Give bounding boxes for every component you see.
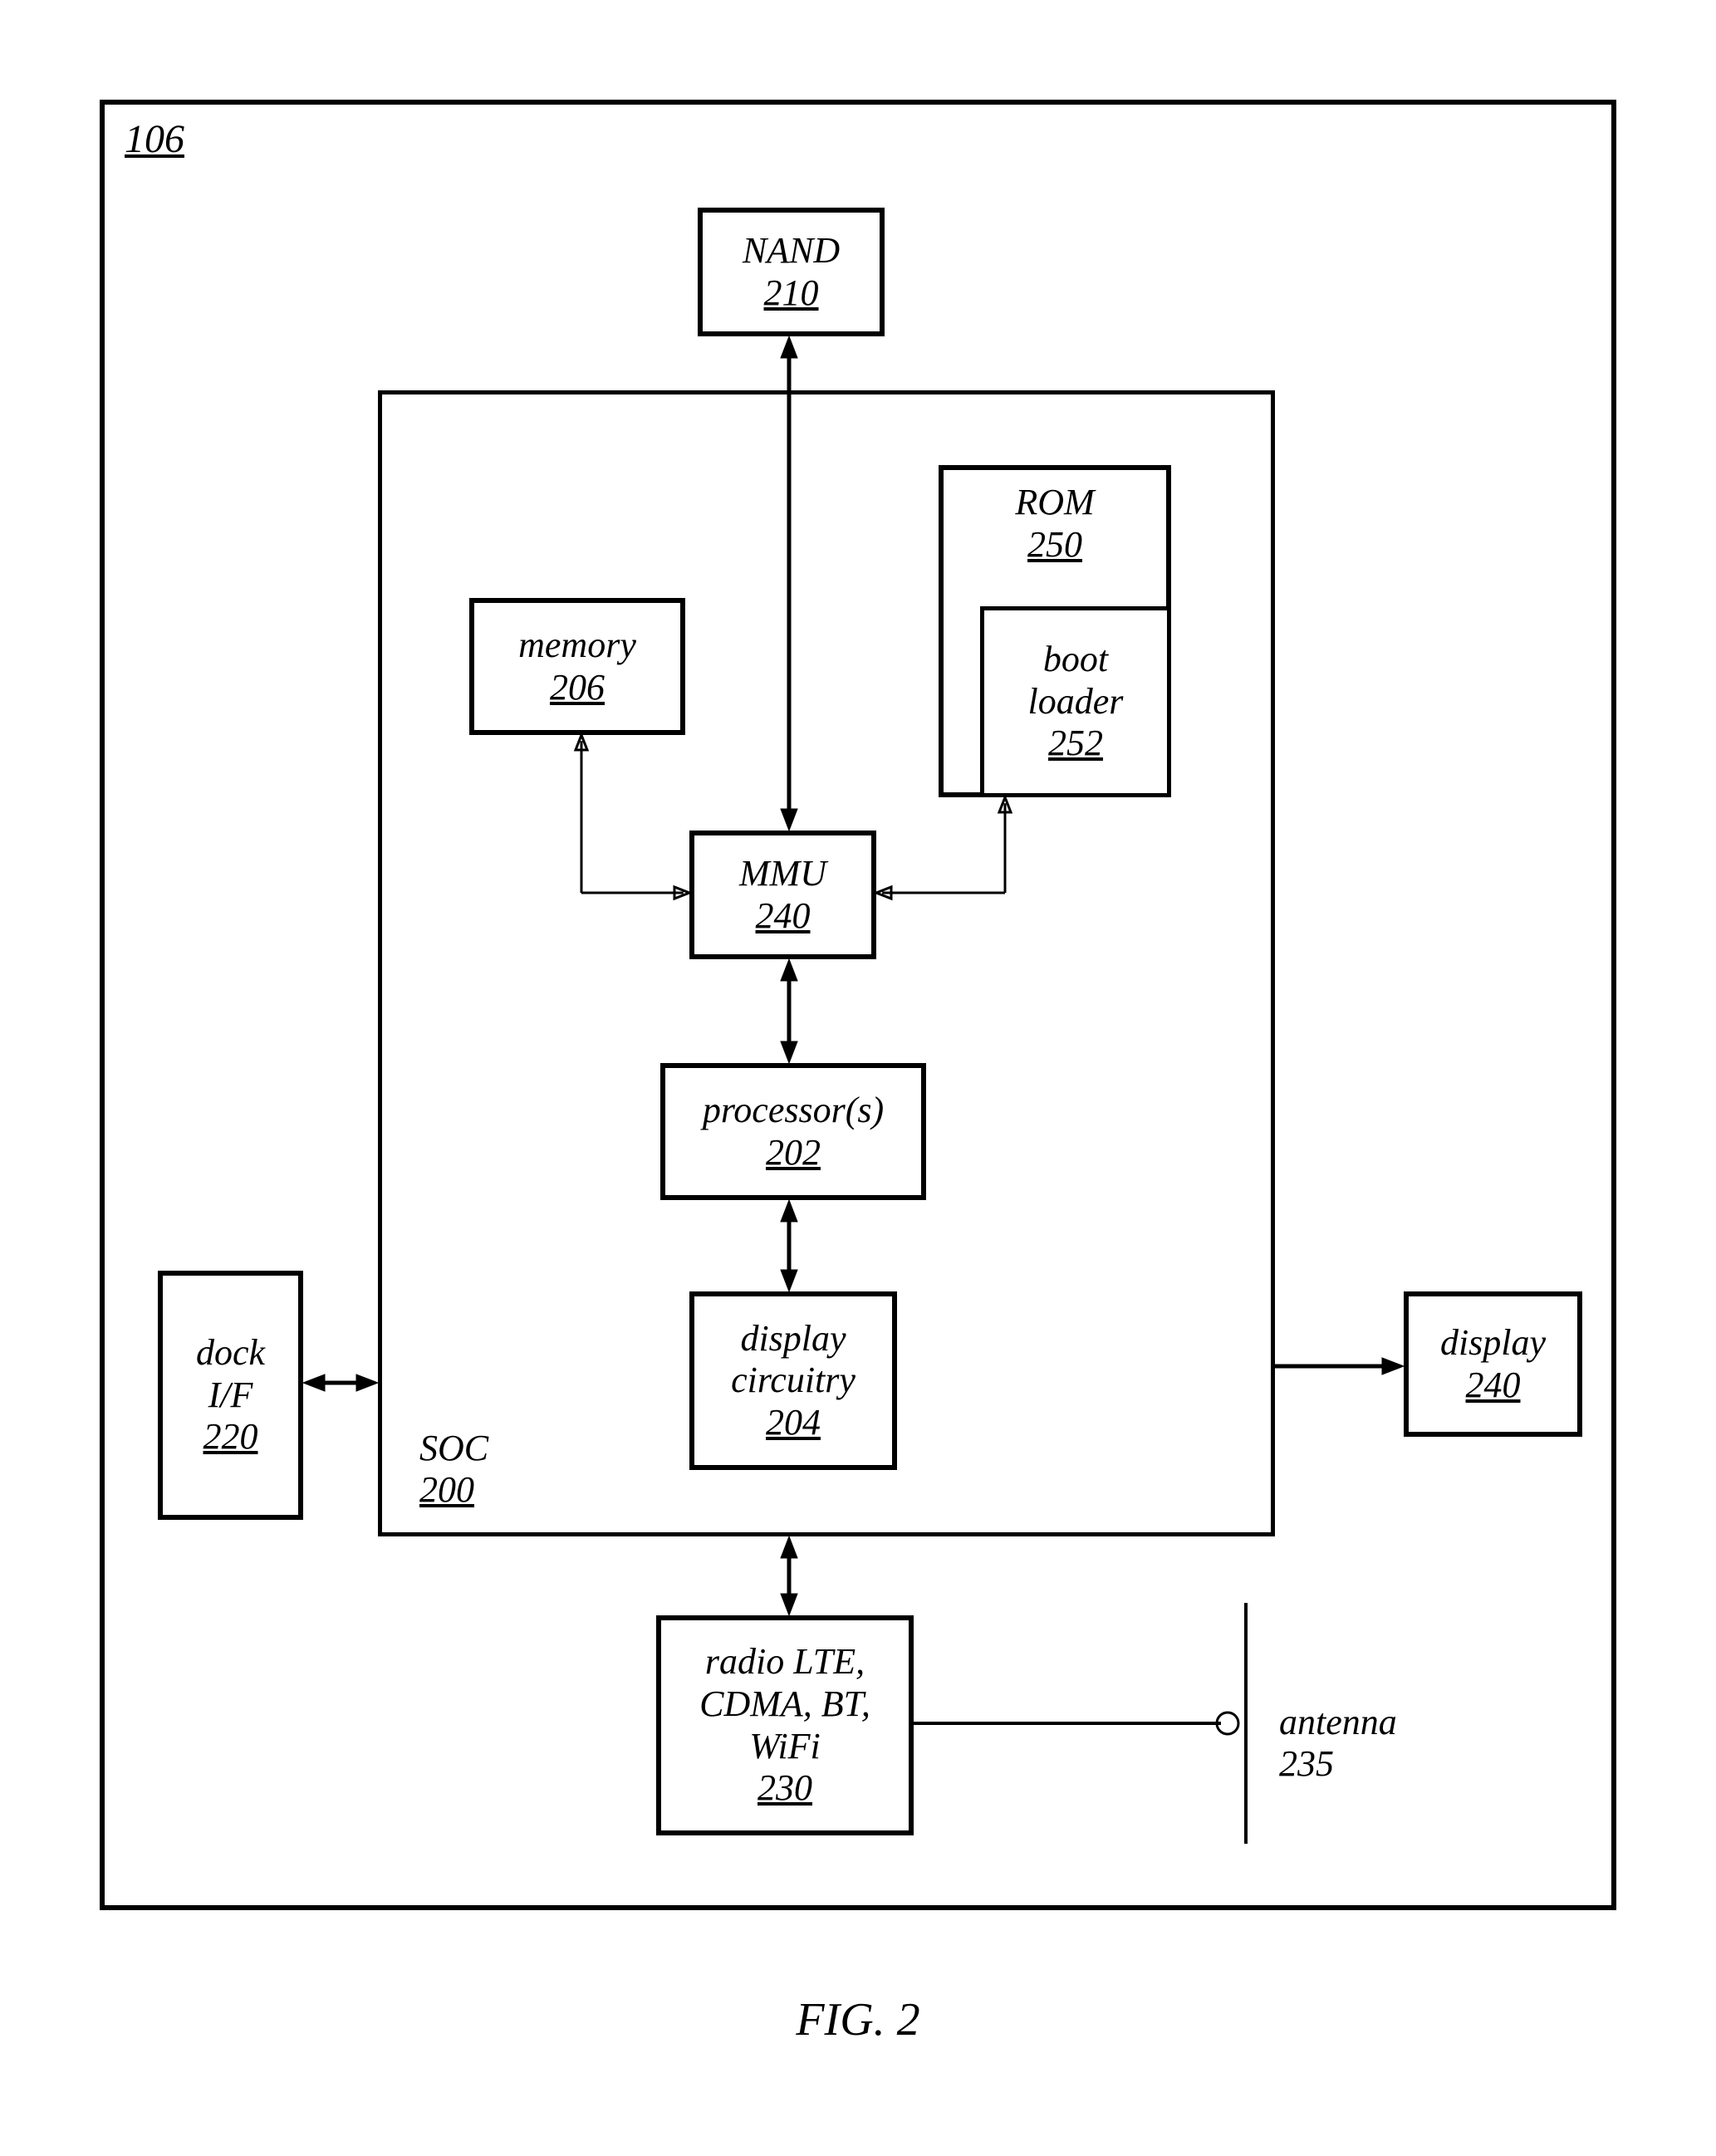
boot-loader-num: 252 [980, 723, 1171, 765]
display-box-num: 240 [1404, 1365, 1582, 1407]
nand-box-num: 210 [698, 272, 885, 315]
diagram-stage: NAND210memory206MMU240processor(s)202dis… [0, 0, 1716, 2156]
figure-caption: FIG. 2 [0, 1993, 1716, 2046]
processor-box-label: processor(s) [660, 1090, 926, 1132]
mmu-box-label: MMU [689, 853, 876, 895]
display-circuitry-box-label: circuitry [689, 1360, 897, 1402]
boot-loader-label: boot [980, 639, 1171, 681]
soc-num: 200 [419, 1469, 586, 1512]
antenna-label: antenna [1279, 1702, 1397, 1744]
nand-box-label: NAND [698, 230, 885, 272]
mmu-box-num: 240 [689, 895, 876, 938]
dock-if-box-num: 220 [158, 1416, 303, 1458]
processor-box-num: 202 [660, 1132, 926, 1174]
soc-label: SOC [419, 1428, 586, 1470]
radio-box-label: WiFi [656, 1726, 914, 1768]
memory-box-num: 206 [469, 667, 685, 709]
antenna-num: 235 [1279, 1743, 1334, 1786]
memory-box-label: memory [469, 625, 685, 667]
dock-if-box-label: I/F [158, 1374, 303, 1417]
radio-box-label: radio LTE, [656, 1641, 914, 1683]
radio-box-label: CDMA, BT, [656, 1683, 914, 1726]
frame-label: 106 [125, 116, 184, 162]
display-box-label: display [1404, 1322, 1582, 1365]
boot-loader-label: loader [980, 681, 1171, 723]
rom-num: 250 [939, 524, 1171, 566]
display-circuitry-box-num: 204 [689, 1402, 897, 1444]
dock-if-box-label: dock [158, 1332, 303, 1374]
radio-box-num: 230 [656, 1767, 914, 1810]
rom-label: ROM [939, 482, 1171, 524]
display-circuitry-box-label: display [689, 1318, 897, 1360]
